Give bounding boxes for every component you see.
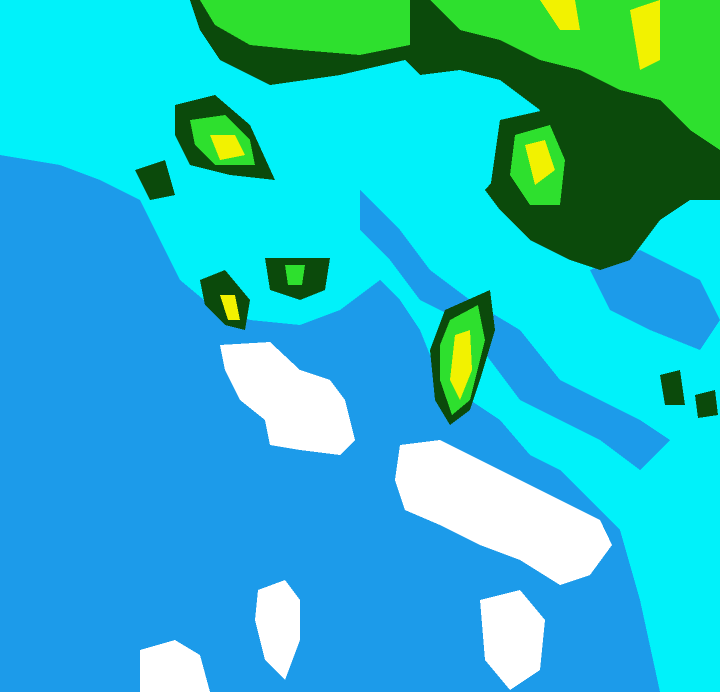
white-area xyxy=(140,640,210,692)
white-area xyxy=(395,440,612,585)
yellow-echo xyxy=(220,295,240,320)
white-area xyxy=(480,590,545,690)
dark-green-echo xyxy=(135,160,175,200)
dark-green-echo xyxy=(660,370,685,405)
yellow-echo xyxy=(450,330,472,400)
blue-band xyxy=(360,190,670,470)
green-echo xyxy=(285,265,305,285)
green-echo xyxy=(200,0,410,55)
yellow-echo xyxy=(540,0,580,30)
dark-green-echo xyxy=(695,390,718,418)
yellow-echo xyxy=(630,0,660,70)
white-area xyxy=(220,342,355,455)
white-area xyxy=(255,580,300,680)
blue-band xyxy=(590,250,720,350)
yellow-echo xyxy=(525,140,555,185)
yellow-echo xyxy=(210,135,245,160)
